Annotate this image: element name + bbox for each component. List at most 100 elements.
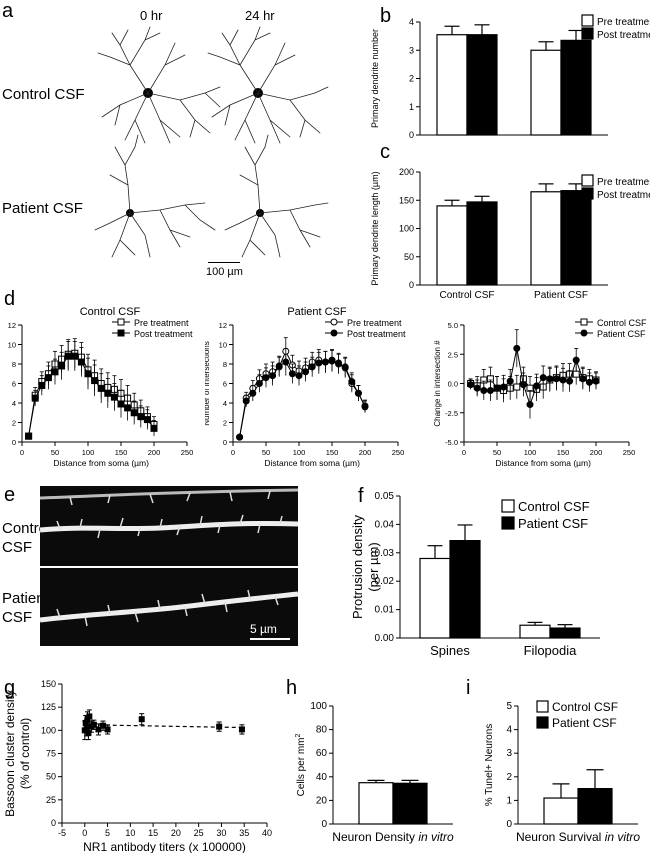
d2-legend-marker [330,329,338,337]
d1-point-1-15 [124,404,132,412]
d3-x-label: Distance from soma (µm) [495,458,591,468]
b-y-tick-label: 0 [409,130,414,140]
c-y-tick-label: 150 [399,195,414,205]
d3-legend-marker [580,329,588,337]
d1-point-1-7 [71,352,79,360]
d3-point-1-9 [526,401,534,409]
g-x-tick-label: 5 [105,828,110,838]
d1-point-1-6 [64,352,72,360]
i-y-tick-label: 5 [506,701,512,712]
h-y-tick-label: 100 [310,701,327,712]
d3-point-0-7 [513,383,521,391]
neuron-tracings [94,26,329,258]
d1-x-tick-label: 100 [82,448,95,457]
d2-point-1-16 [341,363,349,371]
d1-point-1-19 [150,424,158,432]
g-point-4 [85,730,92,737]
d1-point-1-17 [137,413,145,421]
f-bar-0-1 [519,624,551,639]
d1-legend-label: Pre treatment [134,318,189,328]
d3-point-1-14 [559,376,567,384]
c-category-label: Patient CSF [534,290,588,301]
d2-point-1-19 [361,403,369,411]
micrograph-scale-label: 5 µm [250,622,277,636]
d1-y-tick-label: 12 [8,321,16,330]
d1-point-1-9 [84,370,92,378]
g-point-2 [83,724,90,731]
i-y-tick-label: 4 [506,725,512,736]
b-bar-1-0 [466,34,498,136]
d2-point-1-0 [236,433,244,441]
d3-point-1-1 [473,384,481,392]
g-x-tick-label: 25 [194,828,204,838]
d2-y-tick-label: 2 [223,419,227,428]
g-point-8 [95,726,102,733]
h-y-tick-label: 80 [316,725,328,736]
d3-point-1-6 [506,377,514,385]
d1-y-tick-label: 0 [12,438,16,447]
neuron-control-24hr [207,26,329,144]
d3-x-tick-label: 50 [493,448,501,457]
c-y-tick-label: 0 [409,280,414,290]
d1-point-1-10 [91,377,99,385]
d3-point-1-7 [513,344,521,352]
d1-panel-letter: d [4,288,15,310]
f-bar-1-0 [449,539,481,639]
g-y-tick-label: 150 [41,679,56,689]
d2-x-tick-label: 100 [293,448,306,457]
d3-legend-label: Patient CSF [597,329,646,339]
d2-point-1-5 [269,372,277,380]
f-panel-letter: f [358,485,364,507]
i-y-tick-label: 2 [506,772,512,783]
b-bar-0-1 [530,49,562,136]
d1-x-tick-label: 0 [20,448,24,457]
h-x-label: Neuron Density in vitro [332,830,454,844]
d1-y-tick-label: 10 [8,341,16,350]
g-point-13 [238,726,245,733]
b-legend-label: Pre treatment [597,17,650,28]
g-x-tick-label: 35 [239,828,249,838]
f-y-tick-label: 0.01 [375,605,395,616]
d2-point-1-10 [302,368,310,376]
d3-legend-marker [580,318,588,326]
d3-y-tick-label: -2.5 [445,409,458,418]
d1-point-1-4 [51,368,59,376]
g-y-tick-label: 75 [46,749,56,759]
d1-x-tick-label: 250 [181,448,194,457]
h-bar-1-0 [392,782,428,825]
chart-d1: 0 2 4 6 8 10 12 0 50 100 150 200 250 d Control CSF Dist… [4,288,194,468]
d2-legend-label: Post treatment [347,329,406,339]
g-panel-letter: g [4,677,15,699]
micrograph-label-patient-1: Patient [2,590,49,607]
d1-point-1-18 [143,416,151,424]
d3-y-tick-label: 2.5 [448,350,458,359]
c-y-label: Primary dendrite length (µm) [370,171,380,285]
d1-point-1-1 [31,394,39,402]
f-legend-label: Control CSF [518,499,590,514]
d2-point-1-3 [255,380,263,387]
d2-point-1-6 [275,362,283,370]
i-y-tick-label: 3 [506,748,512,759]
d3-point-1-17 [579,375,587,383]
h-y-tick-label: 60 [316,748,328,759]
g-x-tick-label: 30 [216,828,226,838]
d3-point-1-4 [493,384,501,392]
d3-point-1-2 [480,387,488,395]
d2-point-1-7 [282,358,290,366]
i-y-tick-label: 0 [506,819,512,830]
g-point-10 [104,726,111,733]
d1-y-tick-label: 2 [12,419,16,428]
d3-point-1-8 [519,381,527,389]
f-legend-swatch [501,516,515,530]
c-y-tick-label: 200 [399,167,414,177]
d2-point-1-13 [321,358,329,366]
f-y-label: (per µm) [366,542,381,591]
g-y-tick-label: 50 [46,772,56,782]
d2-y-label: Number of intersections [205,341,211,425]
i-y-label: % Tunel+ Neurons [484,724,495,807]
g-x-label: NR1 antibody titers (x 100000) [83,840,246,853]
d1-point-1-3 [44,374,52,382]
d3-y-label: Change in intersection # [433,340,442,427]
d1-y-tick-label: 6 [12,380,16,389]
